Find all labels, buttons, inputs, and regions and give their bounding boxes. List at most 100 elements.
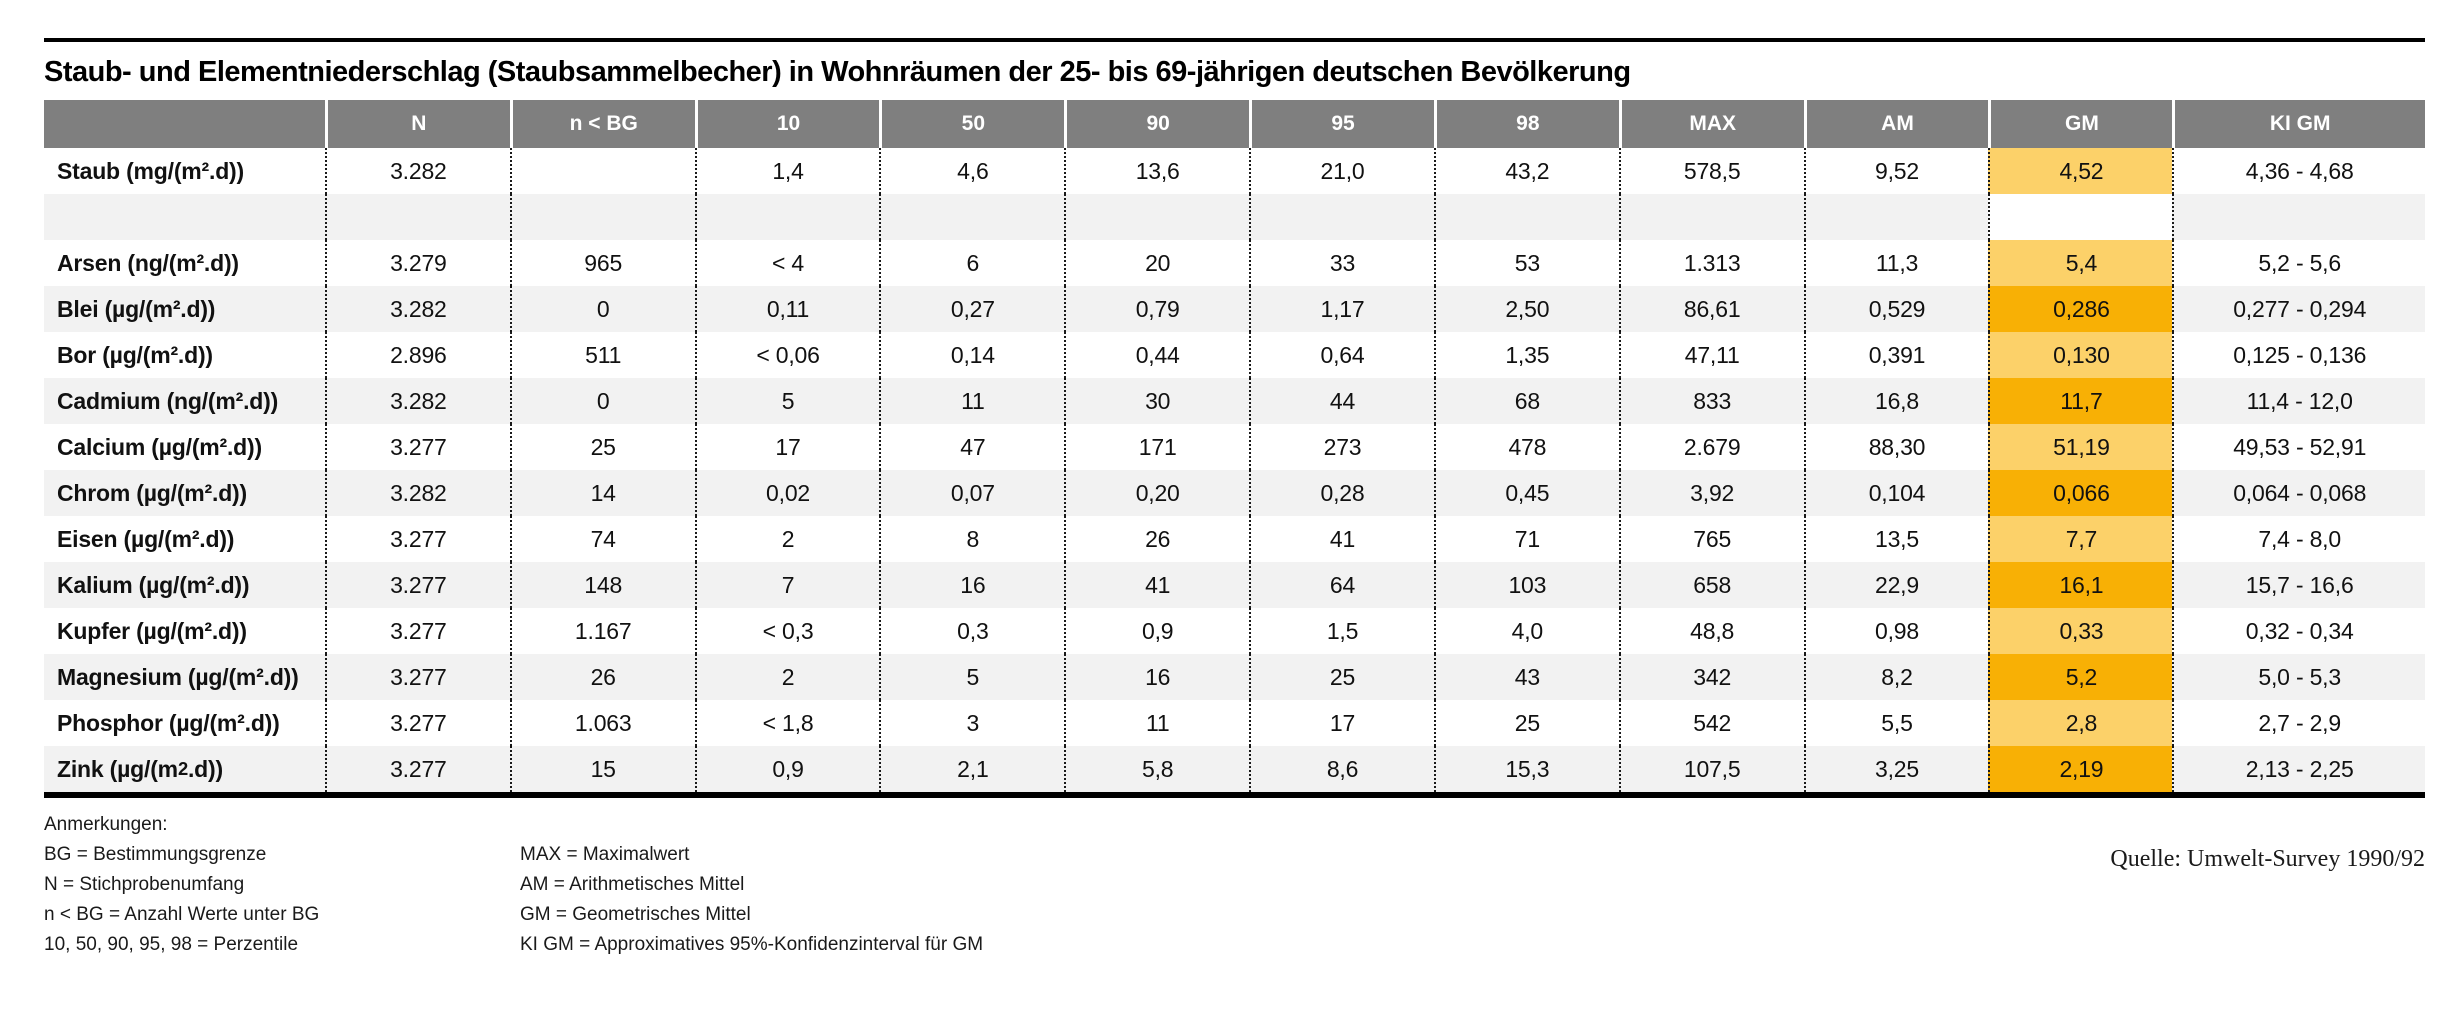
table-cell-p90: 13,6: [1064, 148, 1249, 194]
table-cell-n: 3.282: [324, 148, 510, 194]
table-cell-am: 11,3: [1803, 240, 1989, 286]
table-cell-p50: 47: [879, 424, 1064, 470]
table-cell-gm: 0,130: [1988, 332, 2173, 378]
row-label: Kalium (µg/(m².d)): [57, 571, 250, 598]
table-cell-p98: 4,0: [1433, 608, 1619, 654]
table-cell-am: 0,98: [1803, 608, 1989, 654]
table-cell-am: 0,529: [1803, 286, 1989, 332]
table-cell-p98: 2,50: [1433, 286, 1619, 332]
table-cell-gm: 7,7: [1988, 516, 2173, 562]
table-cell-p50: 2,1: [879, 746, 1064, 792]
table-cell-p10: < 1,8: [694, 700, 880, 746]
row-label: Cadmium (ng/(m².d)): [57, 387, 279, 414]
table-cell-ki_gm: 11,4 - 12,0: [2172, 378, 2424, 424]
table-cell-max: 658: [1618, 562, 1804, 608]
row-label: Magnesium (µg/(m².d)): [57, 663, 299, 690]
row-label: Blei (µg/(m².d)): [57, 295, 216, 322]
table-cell-n_lt_bg: [509, 148, 695, 194]
table-cell-p95: 21,0: [1249, 148, 1434, 194]
table-cell-p95: 25: [1249, 654, 1434, 700]
table-cell-max: 3,92: [1618, 470, 1804, 516]
table-cell-gm: 4,52: [1988, 148, 2173, 194]
table-cell-max: 48,8: [1618, 608, 1804, 654]
table-cell-p10: < 0,06: [694, 332, 880, 378]
table-cell-am: [1803, 194, 1989, 240]
footnote-line: N = Stichprobenumfang: [44, 874, 245, 895]
row-label: Zink (µg/(m 2 .d)): [57, 755, 223, 782]
table-cell-p95: 44: [1249, 378, 1434, 424]
table-cell-p95: 17: [1249, 700, 1434, 746]
table-cell-p90: 30: [1064, 378, 1249, 424]
table-row: Staub (mg/(m².d)) 3.282 1,4 4,6 13,6 21,0 43,2…: [44, 148, 2425, 194]
row-label: Eisen (µg/(m².d)): [57, 525, 235, 552]
column-header-p98: 98: [1433, 100, 1619, 148]
table-cell-ki_gm: 0,064 - 0,068: [2172, 470, 2424, 516]
table-cell-n_lt_bg: 26: [509, 654, 695, 700]
column-header-p50: 50: [879, 100, 1065, 148]
table-cell-gm: 51,19: [1988, 424, 2173, 470]
row-label: Staub (mg/(m².d)): [57, 157, 244, 184]
table-cell-p90: 0,79: [1064, 286, 1249, 332]
table-cell-p10: 2: [694, 516, 880, 562]
table-cell-n_lt_bg: 148: [509, 562, 695, 608]
table-row: Zink (µg/(m 2 .d)) 3.277 15 0,9 2,1 5,8 8,6 15,3 1…: [44, 746, 2425, 792]
table-cell-am: 8,2: [1803, 654, 1989, 700]
table-cell-p95: 0,28: [1249, 470, 1434, 516]
table-cell-gm: 2,8: [1988, 700, 2173, 746]
table-cell-p10: 0,11: [694, 286, 880, 332]
table-row: Kupfer (µg/(m².d)) 3.277 1.167 < 0,3 0,3 0,9 1…: [44, 608, 2425, 654]
table-cell-am: 5,5: [1803, 700, 1989, 746]
source-caption: Quelle: Umwelt-Survey 1990/92: [2110, 846, 2425, 872]
table-cell-n_lt_bg: 965: [509, 240, 695, 286]
table-cell-ki_gm: 7,4 - 8,0: [2172, 516, 2424, 562]
table-cell-ki_gm: 0,125 - 0,136: [2172, 332, 2424, 378]
table-cell-p50: 0,14: [879, 332, 1064, 378]
table-cell-p98: 1,35: [1433, 332, 1619, 378]
table-cell-ki_gm: 5,2 - 5,6: [2172, 240, 2424, 286]
table-cell-am: 22,9: [1803, 562, 1989, 608]
table-cell-p98: 0,45: [1433, 470, 1619, 516]
table-cell-n: 3.277: [324, 746, 510, 792]
top-divider: [44, 38, 2425, 42]
column-header-p90: 90: [1064, 100, 1250, 148]
column-header-n: N: [324, 100, 510, 148]
table-cell-p90: 0,9: [1064, 608, 1249, 654]
table-cell-n_lt_bg: 511: [509, 332, 695, 378]
footnotes-right-column: MAX = Maximalwert AM = Arithmetisches Mi…: [520, 840, 983, 960]
table-cell-am: 13,5: [1803, 516, 1989, 562]
table-cell-p50: 16: [879, 562, 1064, 608]
table-cell-p90: 11: [1064, 700, 1249, 746]
table-cell-p98: 478: [1433, 424, 1619, 470]
table-row: Magnesium (µg/(m².d)) 3.277 26 2 5 16 25 43 342 8…: [44, 654, 2425, 700]
table-row: Calcium (µg/(m².d)) 3.277 25 17 47 171 273 478 2…: [44, 424, 2425, 470]
bottom-divider: [44, 792, 2425, 798]
table-cell-p10: < 4: [694, 240, 880, 286]
row-label: Arsen (ng/(m².d)): [57, 249, 239, 276]
table-cell-gm: 5,4: [1988, 240, 2173, 286]
table-cell-p50: 0,3: [879, 608, 1064, 654]
row-label: Bor (µg/(m².d)): [57, 341, 213, 368]
page-content: Staub- und Elementniederschlag (Staubsam…: [44, 38, 2425, 960]
table-cell-p98: 103: [1433, 562, 1619, 608]
row-label: Calcium (µg/(m².d)): [57, 433, 262, 460]
footnote-line: 10, 50, 90, 95, 98 = Perzentile: [44, 934, 299, 955]
table-cell-n: 3.277: [324, 516, 510, 562]
table-cell-p90: 171: [1064, 424, 1249, 470]
table-cell-max: 86,61: [1618, 286, 1804, 332]
table-cell-p90: 16: [1064, 654, 1249, 700]
row-label: Phosphor (µg/(m².d)): [57, 709, 280, 736]
page: Staub- und Elementniederschlag (Staubsam…: [0, 38, 2457, 1016]
footnote-line: BG = Bestimmungsgrenze: [44, 844, 267, 865]
table-cell-ki_gm: 2,7 - 2,9: [2172, 700, 2424, 746]
table-cell-p90: 20: [1064, 240, 1249, 286]
table-cell-p50: [879, 194, 1064, 240]
table-cell-ki_gm: 49,53 - 52,91: [2172, 424, 2424, 470]
footnote-line: GM = Geometrisches Mittel: [520, 904, 751, 925]
table-cell-p10: 1,4: [694, 148, 880, 194]
table-cell-ki_gm: 15,7 - 16,6: [2172, 562, 2424, 608]
table-cell-p10: 0,9: [694, 746, 880, 792]
table-cell-p95: 8,6: [1249, 746, 1434, 792]
table-cell-gm: 2,19: [1988, 746, 2173, 792]
table-cell-p95: 1,17: [1249, 286, 1434, 332]
